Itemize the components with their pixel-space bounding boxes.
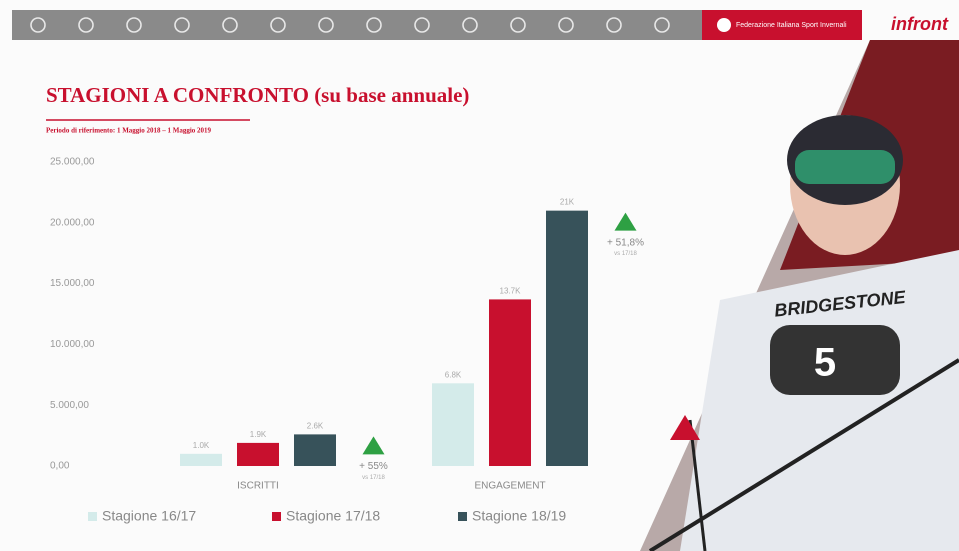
bar [546, 210, 588, 466]
y-tick-label: 5.000,00 [50, 400, 89, 411]
value-label: 6.8K [445, 370, 462, 379]
bar [237, 442, 279, 466]
y-tick-label: 25.000,00 [50, 157, 95, 168]
y-tick-label: 10.000,00 [50, 339, 95, 350]
legend-label: Stagione 18/19 [472, 508, 566, 524]
annotation-sub: vs 17/18 [362, 475, 385, 481]
up-arrow [614, 212, 637, 231]
chart-title: STAGIONI A CONFRONTO (su base annuale) [46, 83, 469, 107]
annotation: + 55% [359, 461, 388, 472]
y-tick-label: 0,00 [50, 461, 70, 472]
svg-text:5: 5 [814, 341, 836, 385]
value-label: 1.0K [193, 441, 210, 450]
federation-name: Federazione Italiana Sport Invernali [736, 22, 847, 29]
value-label: 13.7K [500, 287, 522, 296]
up-arrow [362, 436, 385, 455]
brand: infront [891, 14, 949, 34]
x-tick-label: ISCRITTI [237, 481, 279, 492]
legend-swatch [458, 512, 467, 521]
legend-label: Stagione 16/17 [102, 508, 196, 524]
federation-logo [717, 18, 731, 32]
legend-label: Stagione 17/18 [286, 508, 380, 524]
icon-row [30, 17, 670, 33]
annotation-sub: vs 17/18 [614, 251, 637, 257]
value-label: 1.9K [250, 430, 267, 439]
value-label: 2.6K [307, 421, 324, 430]
top-bar [12, 10, 702, 40]
bar [180, 453, 222, 466]
skier-photo: BRIDGESTONE 5 [640, 40, 959, 551]
bar [294, 434, 336, 466]
x-tick-label: ENGAGEMENT [474, 481, 545, 492]
bar [489, 299, 531, 466]
bar [432, 383, 474, 466]
value-label: 21K [560, 198, 575, 207]
legend-swatch [272, 512, 281, 521]
chart-subtitle: Periodo di riferimento: 1 Maggio 2018 – … [46, 127, 212, 135]
annotation: + 51,8% [607, 237, 644, 248]
legend-swatch [88, 512, 97, 521]
y-tick-label: 15.000,00 [50, 278, 95, 289]
y-tick-label: 20.000,00 [50, 217, 95, 228]
